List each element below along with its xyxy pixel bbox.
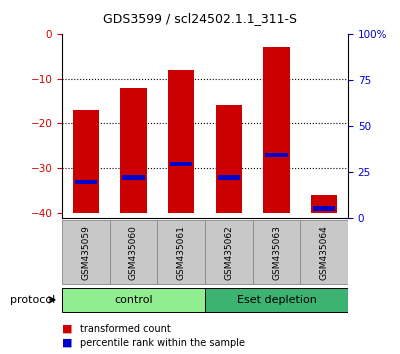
Text: GDS3599 / scl24502.1.1_311-S: GDS3599 / scl24502.1.1_311-S [103,12,297,25]
Bar [157,220,205,284]
Text: control: control [114,295,153,305]
Text: percentile rank within the sample: percentile rank within the sample [80,338,245,348]
Bar [218,175,240,179]
Text: transformed count: transformed count [80,324,171,333]
Bar [110,220,157,284]
Text: ■: ■ [62,324,72,333]
Bar [73,110,99,213]
Bar [75,179,97,184]
Bar [300,220,348,284]
Bar [263,47,290,213]
Text: ■: ■ [62,338,72,348]
Text: GSM435062: GSM435062 [224,225,233,280]
Bar [253,220,300,284]
Text: GSM435064: GSM435064 [320,225,329,280]
Text: Eset depletion: Eset depletion [236,295,316,305]
Bar [265,153,288,157]
Text: GSM435061: GSM435061 [177,225,186,280]
Bar [120,87,147,213]
Bar [170,161,192,166]
Bar [168,69,194,213]
Bar [311,195,337,213]
Text: GSM435060: GSM435060 [129,225,138,280]
Bar [122,175,145,179]
Bar [205,220,253,284]
Bar [216,105,242,213]
Bar [206,288,348,312]
Text: GSM435059: GSM435059 [81,225,90,280]
Text: protocol: protocol [10,295,55,305]
Bar [62,220,110,284]
Bar [62,288,204,312]
Text: GSM435063: GSM435063 [272,225,281,280]
Bar [313,206,335,211]
